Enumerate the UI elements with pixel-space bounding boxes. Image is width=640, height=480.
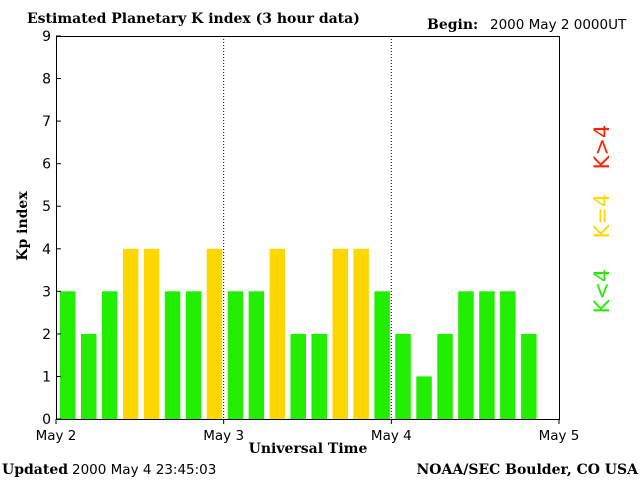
legend-k-greater-4: K>4 — [590, 125, 614, 170]
y-tick-label: 3 — [42, 284, 51, 300]
begin-value: 2000 May 2 0000UT — [490, 17, 627, 33]
updated-label: Updated — [2, 462, 68, 478]
source-credit: NOAA/SEC Boulder, CO USA — [417, 462, 640, 478]
y-tick-label: 2 — [42, 327, 51, 343]
kp-bar — [248, 291, 265, 419]
x-tick-label: May 2 — [36, 428, 77, 444]
y-axis-label: Kp index — [15, 191, 31, 261]
y-tick-group: 0 1 2 3 4 5 6 7 8 9 — [42, 29, 61, 428]
kp-bar — [374, 291, 390, 419]
y-tick-label: 5 — [42, 199, 51, 215]
kp-bar — [185, 291, 202, 419]
updated-value: 2000 May 4 23:45:03 — [72, 462, 216, 478]
y-tick-label: 1 — [42, 369, 51, 385]
kp-bar — [521, 333, 537, 419]
kp-bar — [290, 333, 306, 419]
kp-bar — [206, 248, 223, 419]
x-axis-label: Universal Time — [249, 441, 368, 457]
legend-k-less-4: K<4 — [590, 269, 614, 314]
y-tick-label: 7 — [42, 114, 51, 130]
bar-group — [60, 248, 537, 419]
kp-bar — [101, 291, 118, 419]
kp-bar — [81, 333, 97, 419]
kp-bar — [353, 248, 369, 419]
day-separators — [223, 36, 392, 419]
y-tick-label: 9 — [42, 29, 51, 45]
y-tick-label: 6 — [42, 157, 51, 173]
x-tick-label: May 5 — [539, 428, 580, 444]
kp-bar — [458, 291, 474, 419]
kp-bar — [269, 248, 286, 419]
x-tick-label: May 4 — [371, 428, 412, 444]
kp-bar — [164, 291, 181, 419]
kp-bar — [416, 376, 432, 419]
kp-bar — [500, 291, 516, 419]
kp-bar — [479, 291, 495, 419]
kp-bar — [311, 333, 327, 419]
kp-bar — [122, 248, 139, 419]
kp-bar — [437, 333, 453, 419]
x-tick-label: May 3 — [203, 428, 244, 444]
begin-label: Begin: — [427, 17, 478, 33]
y-tick-label: 4 — [42, 242, 51, 258]
kp-bar — [143, 248, 160, 419]
x-tick-group: May 2 May 3 May 4 May 5 — [36, 419, 580, 444]
legend-k-equal-4: K=4 — [590, 194, 614, 239]
plot-frame — [56, 36, 560, 420]
kp-bar — [227, 291, 244, 419]
kp-bar — [395, 333, 411, 419]
kp-bar — [60, 291, 76, 419]
kp-bar — [332, 248, 348, 419]
y-tick-label: 8 — [42, 72, 51, 88]
y-tick-label: 0 — [42, 412, 51, 428]
chart-title: Estimated Planetary K index (3 hour data… — [27, 11, 360, 27]
